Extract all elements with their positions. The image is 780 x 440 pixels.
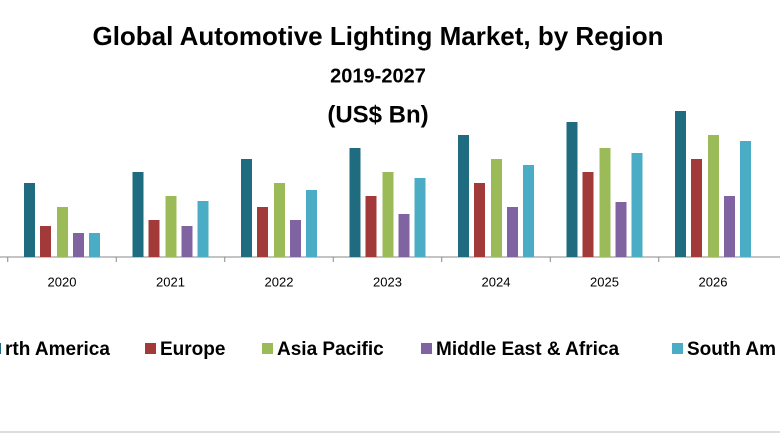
x-tick-label: 2024: [482, 274, 511, 289]
bar: [599, 148, 611, 257]
bar: [691, 159, 702, 257]
bar: [197, 201, 209, 257]
bar: [631, 153, 643, 257]
x-tick-label: 2020: [48, 274, 77, 289]
bar: [365, 196, 377, 257]
bar: [582, 172, 594, 257]
bar: [675, 111, 686, 257]
legend-swatch: [0, 343, 1, 354]
x-tick-label: 2026: [699, 274, 728, 289]
bar: [73, 233, 84, 257]
bar: [257, 207, 268, 257]
bar: [349, 148, 361, 257]
bar: [57, 207, 68, 257]
bar: [40, 226, 51, 257]
x-tick-label: 2022: [265, 274, 294, 289]
bar: [24, 183, 35, 257]
bar: [507, 207, 518, 257]
legend-swatch: [262, 343, 273, 354]
chart-subtitle: 2019-2027: [330, 65, 426, 87]
bar: [89, 233, 100, 257]
bar: [740, 141, 751, 257]
legend-label: South Am: [687, 339, 776, 360]
bar: [306, 190, 317, 257]
legend-label: Asia Pacific: [277, 339, 384, 360]
bar: [566, 122, 578, 257]
legend-swatch: [672, 343, 683, 354]
bar: [414, 178, 426, 257]
chart-title: Global Automotive Lighting Market, by Re…: [92, 21, 663, 51]
bar: [398, 214, 410, 257]
bar: [724, 196, 735, 257]
bar: [708, 135, 719, 257]
legend-swatch: [145, 343, 156, 354]
bar: [132, 172, 144, 257]
bar: [474, 183, 485, 257]
bar: [148, 220, 160, 257]
bar: [290, 220, 301, 257]
bar: [241, 159, 252, 257]
bar: [491, 159, 502, 257]
bar: [458, 135, 469, 257]
x-tick-label: 2021: [156, 274, 185, 289]
bar: [382, 172, 394, 257]
x-tick-label: 2023: [373, 274, 402, 289]
legend-label: Europe: [160, 339, 225, 360]
bar: [181, 226, 193, 257]
x-tick-label: 2025: [590, 274, 619, 289]
legend-swatch: [421, 343, 432, 354]
bar: [523, 165, 534, 257]
chart-unit: (US$ Bn): [327, 101, 428, 128]
legend-label: Middle East & Africa: [436, 339, 619, 360]
bar: [165, 196, 177, 257]
bar: [615, 202, 627, 257]
legend-label: rth America: [5, 339, 110, 360]
bar: [274, 183, 285, 257]
